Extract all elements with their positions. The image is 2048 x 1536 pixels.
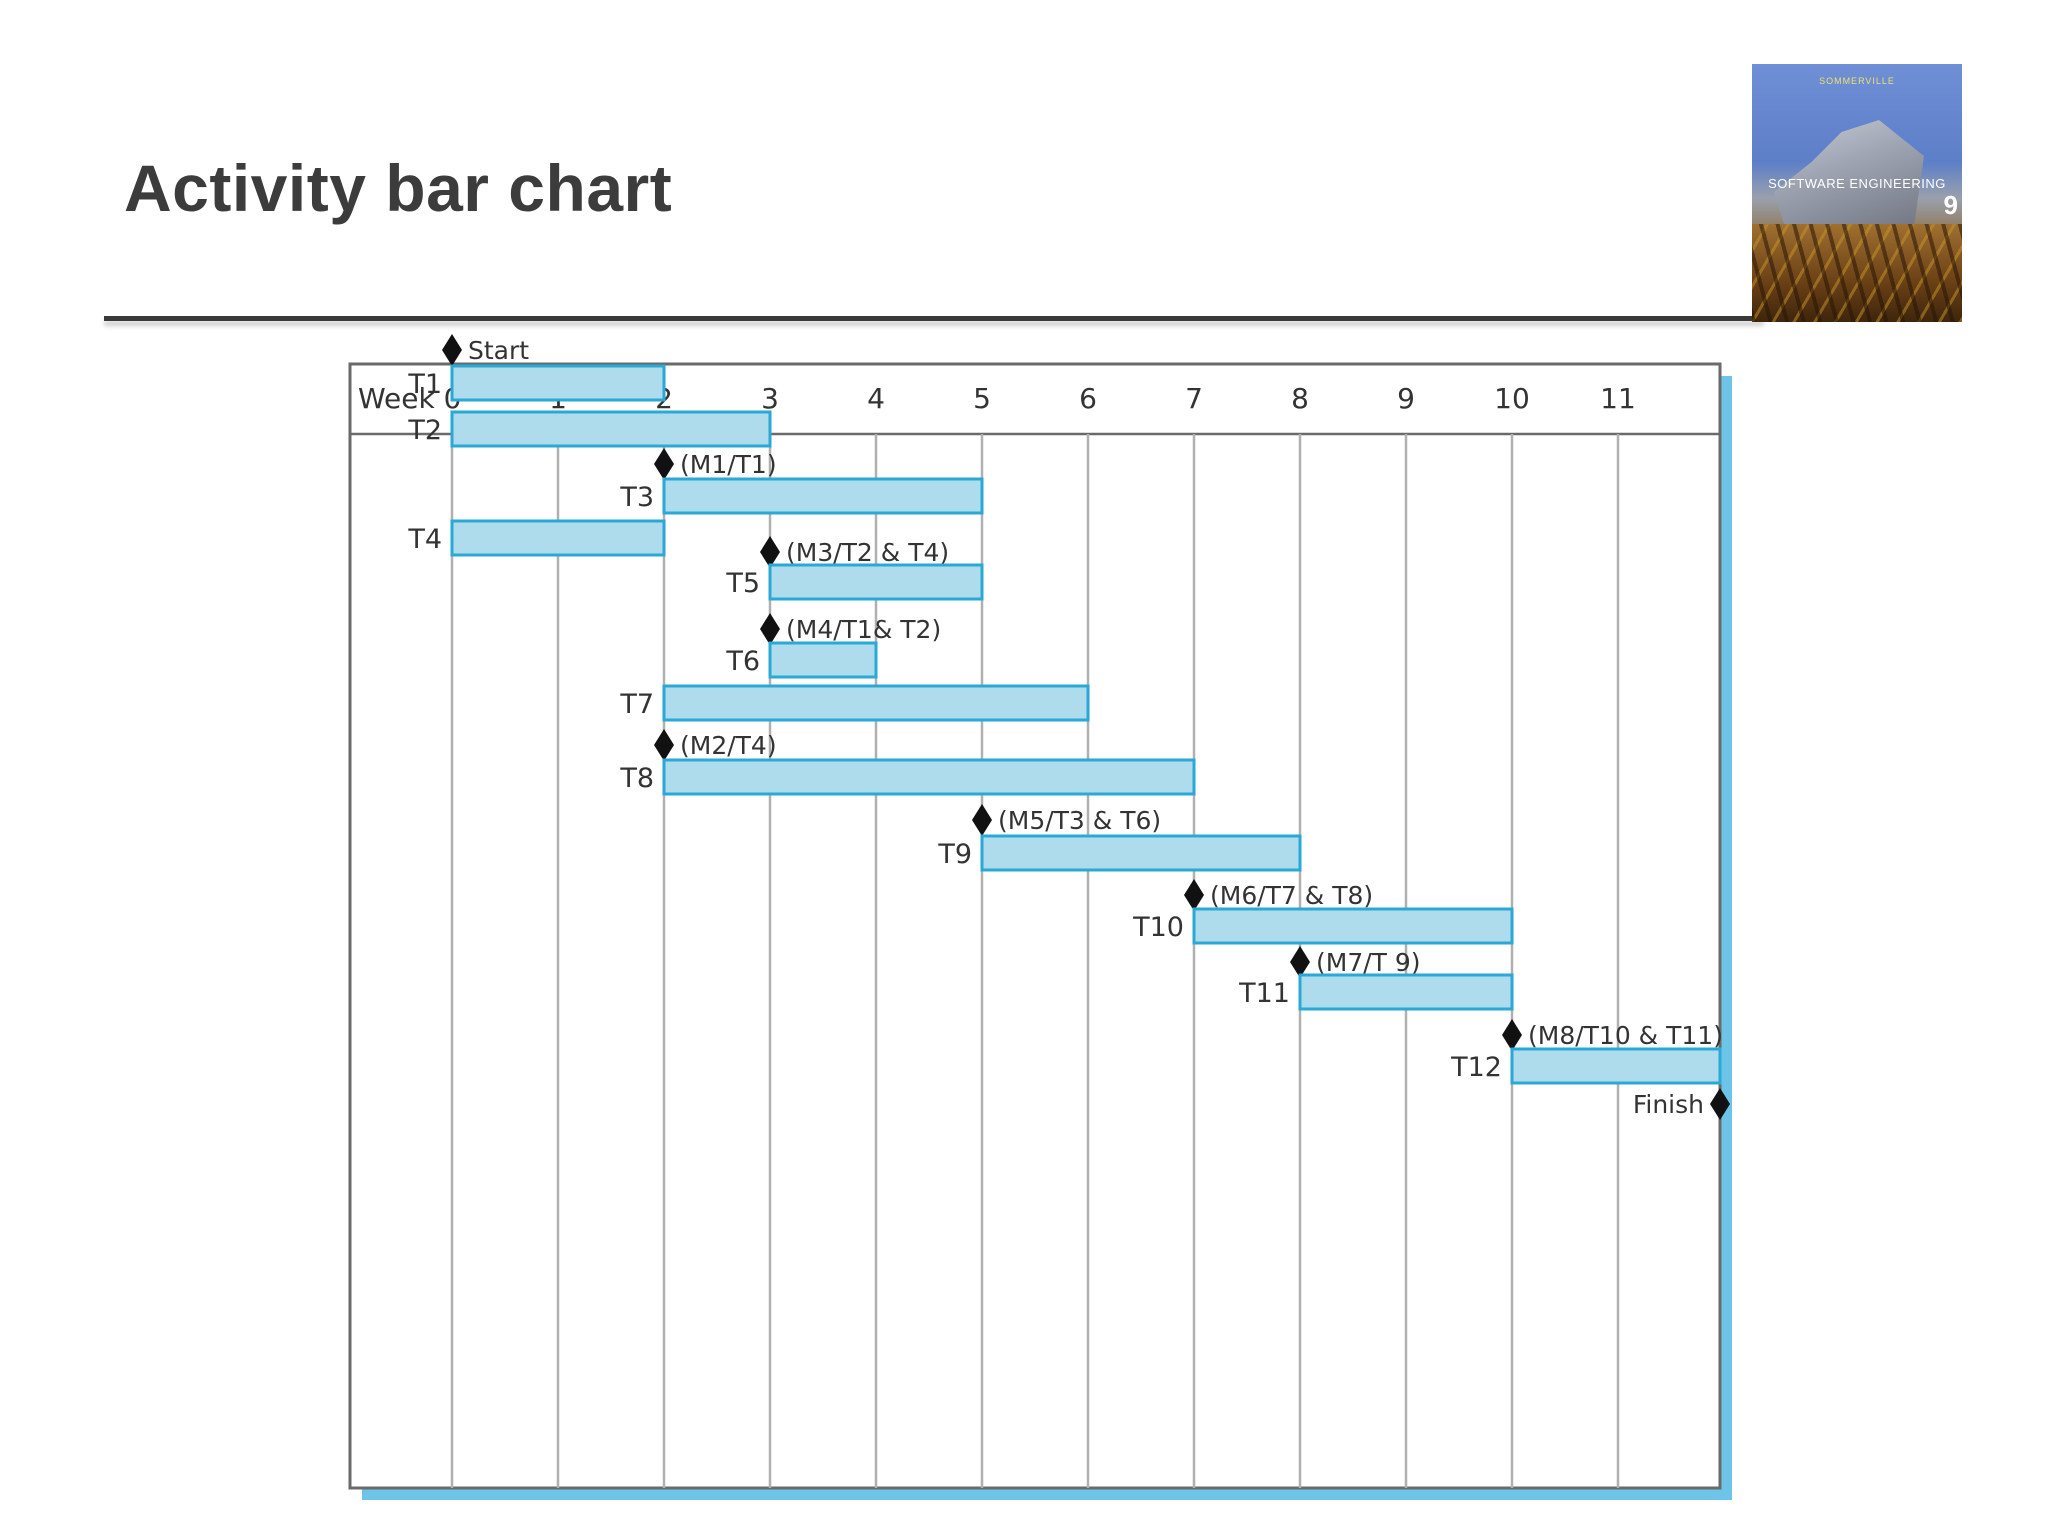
chart-layer: Week 01234567891011StartT1T2(M1/T1)T3T4(… [348, 334, 1732, 1500]
cover-edition: 9 [1943, 190, 1958, 220]
task-bar [1510, 1047, 1722, 1085]
week-tick-label: 5 [973, 382, 991, 415]
task-bar [980, 834, 1302, 872]
milestone-label: (M7/T 9) [1316, 948, 1421, 977]
axis-label-week: Week 0 [358, 382, 461, 415]
task-label: T9 [937, 839, 972, 870]
milestone-label: Start [468, 336, 529, 365]
task-label: T1 [407, 369, 442, 400]
milestone-marker [654, 448, 674, 480]
milestone-label: (M3/T2 & T4) [786, 538, 949, 567]
milestone-label: (M1/T1) [680, 450, 777, 479]
milestone-marker [972, 804, 992, 836]
task-label: T10 [1132, 912, 1184, 943]
milestone-label: (M8/T10 & T11) [1528, 1021, 1723, 1050]
task-label: T4 [407, 524, 442, 555]
task-bar [450, 364, 666, 402]
task-label: T3 [619, 482, 654, 513]
cover-title: SOFTWARE ENGINEERING [1768, 176, 1946, 191]
book-cover-image: SOMMERVILLE SOFTWARE ENGINEERING 9 [1752, 64, 1962, 322]
task-bar [1298, 973, 1514, 1011]
milestone-label: (M6/T7 & T8) [1210, 881, 1373, 910]
task-bar [662, 477, 984, 515]
milestone-marker [1184, 879, 1204, 911]
task-label: T6 [725, 646, 760, 677]
milestone-label: (M4/T1& T2) [786, 615, 941, 644]
milestone-label: (M2/T4) [680, 731, 777, 760]
milestone-marker [442, 334, 462, 366]
week-tick-label: 3 [761, 382, 779, 415]
week-tick-label: 7 [1185, 382, 1203, 415]
milestone-marker [1710, 1088, 1730, 1120]
week-tick-label: 6 [1079, 382, 1097, 415]
milestone-label: (M5/T3 & T6) [998, 806, 1161, 835]
cover-scaffold-graphic [1752, 224, 1962, 322]
cover-author: SOMMERVILLE [1819, 76, 1895, 86]
slide-title: Activity bar chart [124, 151, 673, 225]
task-label: T2 [407, 415, 442, 446]
task-bar [662, 758, 1196, 796]
task-bar [768, 641, 878, 679]
task-label: T7 [619, 689, 654, 720]
task-bar [768, 563, 984, 601]
week-tick-label: 8 [1291, 382, 1309, 415]
milestone-marker [760, 536, 780, 568]
task-bar [450, 410, 772, 448]
milestone-marker [1290, 946, 1310, 978]
task-label: T11 [1238, 978, 1290, 1009]
task-label: T12 [1450, 1052, 1502, 1083]
milestone-label: Finish [1633, 1090, 1704, 1119]
milestone-marker [760, 613, 780, 645]
week-tick-label: 4 [867, 382, 885, 415]
task-bar [450, 519, 666, 557]
task-label: T5 [725, 568, 760, 599]
task-bar [1192, 907, 1514, 945]
week-tick-label: 11 [1600, 382, 1636, 415]
milestone-marker [654, 729, 674, 761]
milestone-marker [1502, 1019, 1522, 1051]
task-bar [662, 684, 1090, 722]
task-label: T8 [619, 763, 654, 794]
week-tick-label: 9 [1397, 382, 1415, 415]
week-tick-label: 10 [1494, 382, 1530, 415]
title-divider [104, 316, 1764, 321]
